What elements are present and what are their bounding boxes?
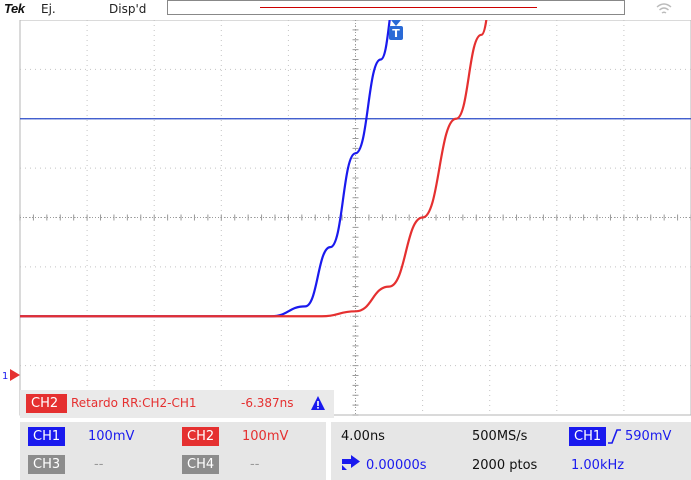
top-status-bar: Tek Ej. Disp'd bbox=[0, 0, 691, 20]
record-window-line bbox=[260, 7, 537, 8]
record-view-bar bbox=[167, 0, 625, 15]
ch4-badge[interactable]: CH4 bbox=[182, 455, 220, 474]
acquisition-mode: Ej. bbox=[41, 2, 56, 16]
waveform-display[interactable]: T 1 bbox=[0, 20, 691, 420]
ch2-scale: 100mV bbox=[242, 429, 289, 444]
trigger-level: 590mV bbox=[625, 429, 672, 444]
rising-edge-icon bbox=[608, 429, 621, 444]
measurement-label: Retardo RR:CH2-CH1 bbox=[71, 396, 197, 410]
ch1-badge[interactable]: CH1 bbox=[28, 427, 66, 446]
record-length: 2000 ptos bbox=[472, 458, 538, 473]
horizontal-trigger-panel[interactable]: 4.00ns 500MS/s CH1 590mV 0.00000s 2000 p… bbox=[331, 422, 691, 480]
ch2-badge[interactable]: CH2 bbox=[182, 427, 220, 446]
bottom-status-area: CH1 100mV CH2 100mV CH3 -- CH4 -- 4.00ns… bbox=[0, 420, 691, 480]
ch3-scale: -- bbox=[94, 457, 104, 472]
ch3-badge[interactable]: CH3 bbox=[28, 455, 66, 474]
measurement-readout[interactable]: CH2 Retardo RR:CH2-CH1 -6.387ns bbox=[20, 390, 334, 418]
warning-triangle-icon[interactable] bbox=[310, 395, 326, 411]
trigger-position-marker[interactable]: T bbox=[389, 20, 403, 40]
horizontal-delay: 0.00000s bbox=[366, 458, 427, 473]
ch4-scale: -- bbox=[250, 457, 260, 472]
time-per-division: 4.00ns bbox=[341, 429, 385, 444]
ch1-scale: 100mV bbox=[88, 429, 135, 444]
waveforms bbox=[20, 20, 488, 318]
measurement-channel-badge: CH2 bbox=[26, 394, 67, 413]
ch2-waveform bbox=[20, 20, 488, 318]
delay-arrow-icon bbox=[342, 455, 360, 470]
wireless-icon bbox=[656, 3, 672, 14]
graticule bbox=[19, 20, 691, 416]
measurement-value: -6.387ns bbox=[241, 396, 294, 410]
ch1-ground-marker[interactable]: 1 bbox=[2, 369, 20, 382]
trigger-status: Disp'd bbox=[109, 2, 147, 16]
trigger-frequency: 1.00kHz bbox=[571, 458, 625, 473]
vertical-settings-panel[interactable]: CH1 100mV CH2 100mV CH3 -- CH4 -- bbox=[20, 422, 326, 480]
ground-marker-label: 1 bbox=[2, 371, 8, 382]
brand-logo: Tek bbox=[4, 1, 25, 16]
sample-rate: 500MS/s bbox=[472, 429, 528, 444]
trigger-source-badge[interactable]: CH1 bbox=[569, 427, 607, 446]
trigger-marker-label: T bbox=[392, 27, 400, 40]
